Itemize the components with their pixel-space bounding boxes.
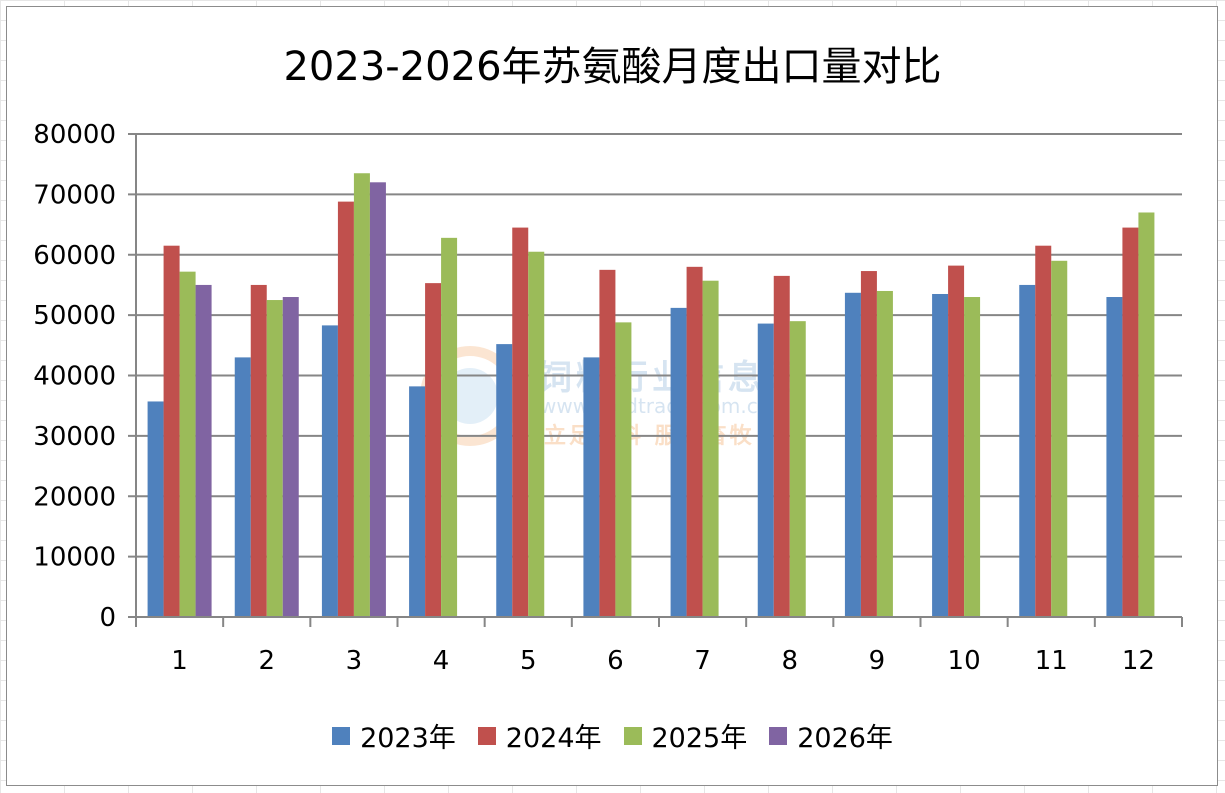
y-tick-label: 40000 bbox=[33, 362, 116, 392]
x-tick-label: 5 bbox=[520, 646, 537, 676]
legend-item: 2023年 bbox=[332, 716, 456, 755]
legend-swatch bbox=[623, 726, 642, 745]
bar bbox=[195, 284, 212, 617]
bar bbox=[409, 386, 426, 617]
x-tick-label: 9 bbox=[869, 646, 886, 676]
bar bbox=[1035, 245, 1052, 617]
legend-label: 2025年 bbox=[651, 723, 748, 754]
bar bbox=[964, 297, 981, 617]
legend-swatch bbox=[332, 726, 351, 745]
y-tick-label: 50000 bbox=[33, 301, 116, 331]
bar bbox=[789, 321, 806, 617]
y-tick-label: 0 bbox=[99, 603, 116, 633]
legend-swatch bbox=[477, 726, 496, 745]
bar bbox=[599, 269, 616, 617]
bar bbox=[1019, 284, 1036, 617]
bar bbox=[615, 322, 632, 617]
bar bbox=[1051, 260, 1068, 617]
bar bbox=[686, 266, 703, 617]
bar bbox=[773, 275, 790, 617]
bar bbox=[512, 227, 529, 618]
legend-item: 2026年 bbox=[769, 716, 893, 755]
legend-label: 2023年 bbox=[360, 723, 456, 754]
bar bbox=[528, 251, 545, 617]
legend-label: 2026年 bbox=[797, 723, 893, 754]
legend-label: 2024年 bbox=[505, 723, 602, 754]
legend-swatch bbox=[769, 726, 788, 745]
x-tick-label: 11 bbox=[1035, 646, 1068, 676]
x-tick-label: 10 bbox=[948, 646, 981, 676]
bar bbox=[860, 271, 877, 617]
bar bbox=[425, 283, 442, 617]
x-tick-label: 12 bbox=[1122, 646, 1155, 676]
bar bbox=[1138, 212, 1155, 618]
bar bbox=[844, 292, 861, 617]
bar bbox=[282, 297, 299, 617]
bar bbox=[583, 357, 600, 617]
bar bbox=[670, 307, 687, 617]
x-tick-label: 3 bbox=[346, 646, 363, 676]
bar bbox=[948, 265, 965, 617]
bar bbox=[932, 293, 949, 617]
legend-item: 2024年 bbox=[477, 716, 602, 755]
bar bbox=[234, 357, 251, 617]
bar bbox=[369, 182, 386, 618]
y-tick-label: 60000 bbox=[33, 241, 116, 271]
x-tick-label: 2 bbox=[258, 646, 275, 676]
bar bbox=[337, 201, 354, 617]
bar bbox=[757, 323, 774, 617]
watermark-url: www.feedtrade.com.cn bbox=[540, 394, 771, 418]
y-tick-label: 10000 bbox=[33, 543, 116, 573]
x-tick-label: 1 bbox=[171, 646, 188, 676]
bar bbox=[1106, 297, 1123, 617]
x-tick-label: 7 bbox=[694, 646, 711, 676]
legend-item: 2025年 bbox=[623, 716, 748, 755]
x-tick-label: 8 bbox=[781, 646, 798, 676]
chart-title: 2023-2026年苏氨酸月度出口量对比 bbox=[283, 44, 942, 90]
bar bbox=[1122, 227, 1139, 618]
bar bbox=[163, 245, 180, 617]
chart-legend: 2023年 2024年 2025年 2026年 bbox=[0, 716, 1225, 755]
bar bbox=[147, 401, 164, 617]
bar bbox=[702, 280, 719, 617]
bar bbox=[353, 173, 370, 617]
bar bbox=[266, 300, 283, 617]
bar bbox=[441, 237, 458, 617]
bar bbox=[250, 284, 267, 617]
bar bbox=[496, 344, 513, 617]
y-tick-label: 70000 bbox=[33, 180, 116, 210]
x-tick-label: 6 bbox=[607, 646, 624, 676]
watermark-name: 饲料行业信息网 bbox=[538, 350, 804, 399]
bar bbox=[321, 325, 338, 617]
y-tick-label: 80000 bbox=[33, 120, 116, 150]
y-tick-label: 20000 bbox=[33, 482, 116, 512]
bar bbox=[876, 290, 893, 617]
y-tick-label: 30000 bbox=[33, 422, 116, 452]
bar bbox=[179, 271, 196, 617]
x-tick-label: 4 bbox=[433, 646, 450, 676]
